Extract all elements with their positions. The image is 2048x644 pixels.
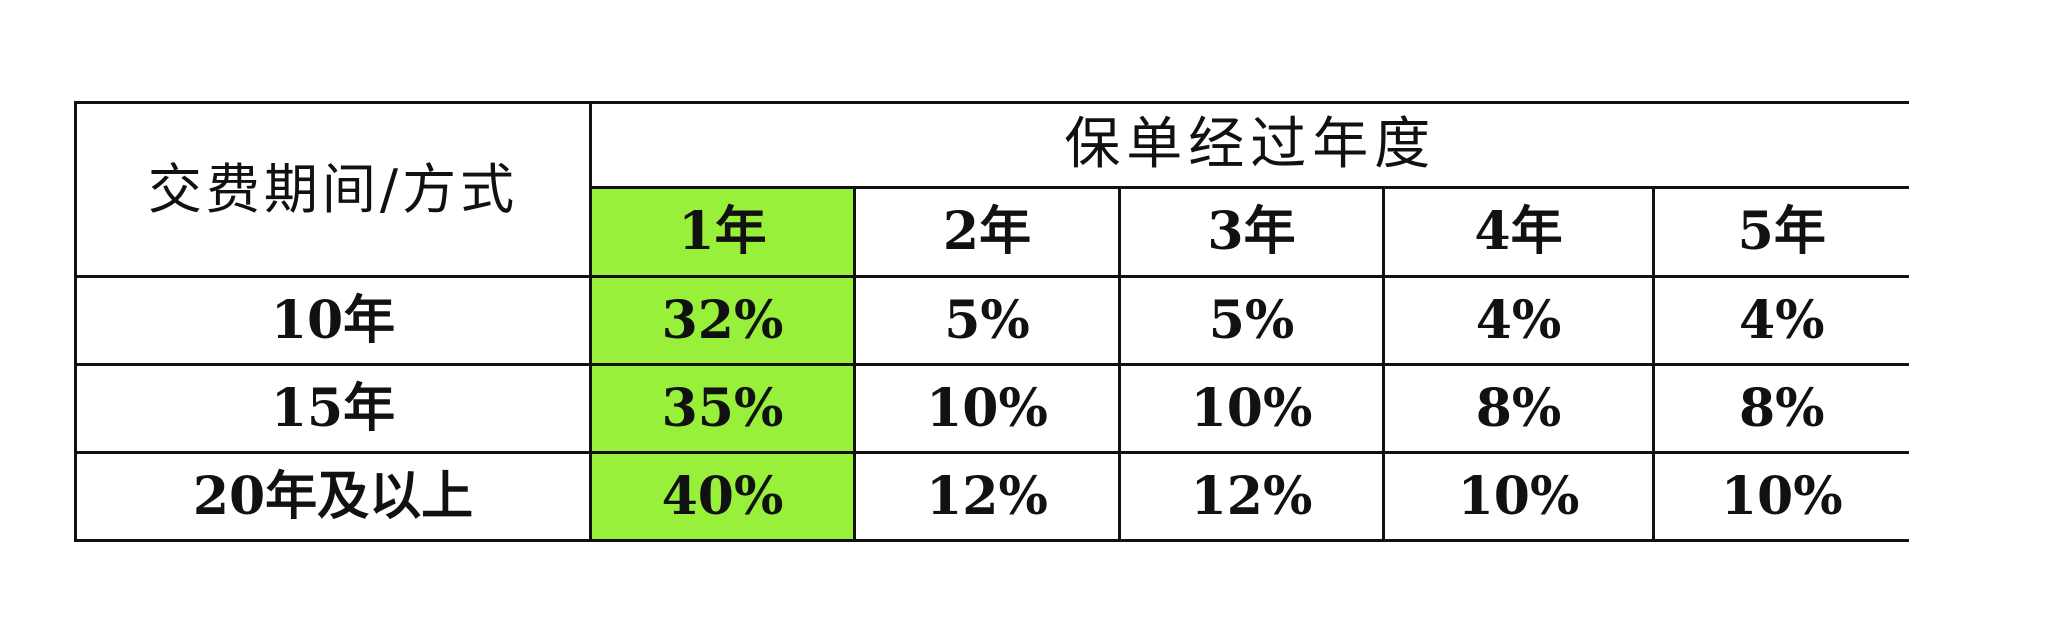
table-row: 20年及以上 40% 12% 12% 10% 10% [74, 451, 1909, 542]
year-header-4: 4年 [1382, 186, 1655, 278]
table-row: 15年 35% 10% 10% 8% 8% [74, 363, 1909, 454]
table-cell: 5% [1118, 275, 1385, 366]
table-cell: 10% [1382, 451, 1655, 542]
table-cell: 4% [1382, 275, 1655, 366]
group-header: 保单经过年度 [589, 101, 1909, 189]
table-cell: 12% [1118, 451, 1385, 542]
year-header-2: 2年 [853, 186, 1121, 278]
table-cell: 32% [589, 275, 856, 366]
table-cell: 10% [1118, 363, 1385, 454]
year-header-1: 1年 [589, 186, 856, 278]
table-cell: 35% [589, 363, 856, 454]
year-header-row: 1年 2年 3年 4年 5年 [76, 186, 1909, 278]
table-cell: 40% [589, 451, 856, 542]
table-cell: 8% [1652, 363, 1909, 454]
row-label: 20年及以上 [74, 451, 592, 542]
table-cell: 12% [853, 451, 1121, 542]
year-header-3: 3年 [1118, 186, 1385, 278]
table-cell: 10% [1652, 451, 1909, 542]
table-row: 10年 32% 5% 5% 4% 4% [74, 275, 1909, 366]
year-header-5: 5年 [1652, 186, 1909, 278]
table-header-row: 交费期间/方式 保单经过年度 [74, 101, 1909, 278]
table-cell: 10% [853, 363, 1121, 454]
row-label: 10年 [74, 275, 592, 366]
corner-label: 交费期间/方式 [74, 101, 592, 278]
table-cell: 4% [1652, 275, 1909, 366]
commission-rate-table: 交费期间/方式 保单经过年度 1年 2年 3年 4年 5年 10年 32% 5%… [74, 101, 1909, 542]
row-label: 15年 [74, 363, 592, 454]
table-cell: 5% [853, 275, 1121, 366]
table-cell: 8% [1382, 363, 1655, 454]
